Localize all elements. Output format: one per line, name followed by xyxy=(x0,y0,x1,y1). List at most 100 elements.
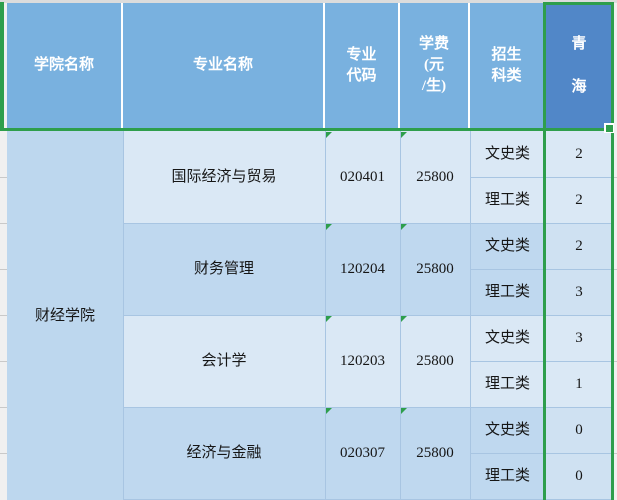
error-triangle-icon xyxy=(326,408,332,414)
province-value-cell[interactable]: 3 xyxy=(545,315,613,361)
province-value-cell[interactable]: 0 xyxy=(545,453,613,499)
tuition-cell[interactable]: 25800 xyxy=(400,407,470,499)
error-triangle-icon xyxy=(401,316,407,322)
top-gutter xyxy=(0,0,617,3)
header-code-line1: 专业 xyxy=(346,46,377,63)
province-value-cell[interactable]: 2 xyxy=(545,223,613,269)
province-value-cell[interactable]: 3 xyxy=(545,269,613,315)
header-tuition-line1: 学费 xyxy=(418,36,449,52)
province-value-cell[interactable]: 2 xyxy=(545,177,613,223)
gridline xyxy=(0,223,7,224)
major-name-cell[interactable]: 财务管理 xyxy=(123,223,325,315)
gridline xyxy=(0,407,7,408)
selection-border-column-left xyxy=(543,2,546,500)
major-name-cell[interactable]: 经济与金融 xyxy=(123,407,325,499)
category-label: 理工类 xyxy=(484,468,530,484)
province-value: 0 xyxy=(575,422,583,438)
tuition-value: 25800 xyxy=(416,261,454,277)
tuition-cell[interactable]: 25800 xyxy=(400,223,470,315)
major-code-cell[interactable]: 120204 xyxy=(325,223,400,315)
header-cell-category[interactable]: 招生 科类 xyxy=(470,3,545,128)
right-gutter xyxy=(614,3,617,500)
province-value: 2 xyxy=(575,192,583,208)
major-name-cell[interactable]: 会计学 xyxy=(123,315,325,407)
province-value: 2 xyxy=(575,146,583,162)
header-category-line1: 招生 xyxy=(491,46,522,63)
divider xyxy=(123,315,613,316)
province-value: 0 xyxy=(575,468,583,484)
header-cell-college[interactable]: 学院名称 xyxy=(7,3,123,128)
header-cell-code[interactable]: 专业 代码 xyxy=(325,3,400,128)
major-name: 会计学 xyxy=(201,353,247,369)
selection-border-column-top xyxy=(543,2,614,5)
tuition-cell[interactable]: 25800 xyxy=(400,315,470,407)
gridline xyxy=(0,177,7,178)
error-triangle-icon xyxy=(401,132,407,138)
error-triangle-icon xyxy=(326,316,332,322)
category-cell[interactable]: 理工类 xyxy=(470,453,545,499)
category-cell[interactable]: 文史类 xyxy=(470,407,545,453)
province-value: 1 xyxy=(575,376,583,392)
selection-border-column-right xyxy=(611,2,614,500)
category-cell[interactable]: 理工类 xyxy=(470,361,545,407)
category-cell[interactable]: 理工类 xyxy=(470,269,545,315)
major-code-cell[interactable]: 020307 xyxy=(325,407,400,499)
header-cell-qinghai[interactable]: 青 海 xyxy=(545,3,613,128)
error-triangle-icon xyxy=(401,224,407,230)
header-qinghai-line2: 海 xyxy=(571,78,587,95)
tuition-value: 25800 xyxy=(416,445,454,461)
divider xyxy=(470,361,611,362)
left-gutter xyxy=(0,3,7,500)
header-tuition-line2: (元 xyxy=(424,57,444,73)
category-label: 文史类 xyxy=(484,330,530,346)
category-cell[interactable]: 文史类 xyxy=(470,131,545,177)
error-triangle-icon xyxy=(401,408,407,414)
major-name: 国际经济与贸易 xyxy=(171,169,277,185)
category-label: 理工类 xyxy=(484,284,530,300)
province-value-cell[interactable]: 0 xyxy=(545,407,613,453)
major-code: 120203 xyxy=(340,353,385,369)
tuition-value: 25800 xyxy=(416,169,454,185)
divider xyxy=(123,223,613,224)
college-cell[interactable]: 财经学院 xyxy=(7,131,123,500)
major-name: 经济与金融 xyxy=(186,445,262,461)
major-code: 120204 xyxy=(340,261,385,277)
header-cell-tuition[interactable]: 学费 (元 /生) xyxy=(400,3,470,128)
category-label: 文史类 xyxy=(484,422,530,438)
divider xyxy=(470,269,611,270)
header-qinghai-line1: 青 xyxy=(571,35,587,52)
gridline xyxy=(614,361,617,362)
province-value-cell[interactable]: 2 xyxy=(545,131,613,177)
gridline xyxy=(0,315,7,316)
province-value-cell[interactable]: 1 xyxy=(545,361,613,407)
major-code-cell[interactable]: 120203 xyxy=(325,315,400,407)
header-cell-major[interactable]: 专业名称 xyxy=(123,3,325,128)
category-cell[interactable]: 理工类 xyxy=(470,177,545,223)
major-name-cell[interactable]: 国际经济与贸易 xyxy=(123,131,325,223)
fill-handle[interactable] xyxy=(606,125,613,132)
category-cell[interactable]: 文史类 xyxy=(470,315,545,361)
category-cell[interactable]: 文史类 xyxy=(470,223,545,269)
header-college-label: 学院名称 xyxy=(33,57,94,73)
header-major-label: 专业名称 xyxy=(192,57,253,73)
category-label: 理工类 xyxy=(484,192,530,208)
gridline xyxy=(0,453,7,454)
tuition-cell[interactable]: 25800 xyxy=(400,131,470,223)
selection-border-left xyxy=(0,2,4,131)
province-value: 3 xyxy=(575,284,583,300)
divider xyxy=(123,407,613,408)
major-code-cell[interactable]: 020401 xyxy=(325,131,400,223)
gridline xyxy=(614,453,617,454)
selection-border-header-bottom xyxy=(0,128,614,131)
province-value: 3 xyxy=(575,330,583,346)
major-code: 020401 xyxy=(340,169,385,185)
header-tuition-line3: /生) xyxy=(421,78,447,94)
gridline xyxy=(0,269,7,270)
gridline xyxy=(614,269,617,270)
category-label: 文史类 xyxy=(484,238,530,254)
gridline xyxy=(614,177,617,178)
divider xyxy=(470,453,611,454)
header-code-line2: 代码 xyxy=(346,67,377,84)
gridline xyxy=(0,361,7,362)
